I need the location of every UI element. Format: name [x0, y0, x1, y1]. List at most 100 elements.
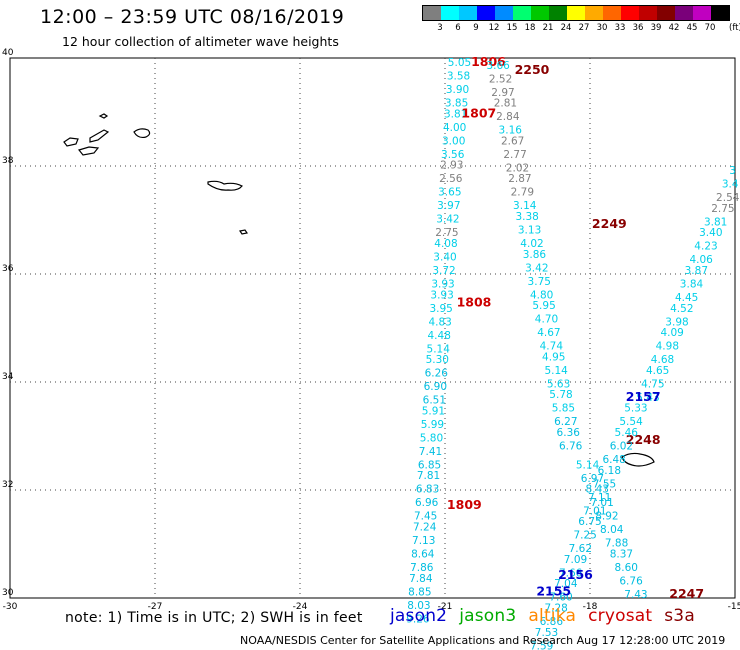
swh-value-label: 3.13	[518, 225, 541, 237]
color-scale-tick-label: 27	[578, 23, 590, 33]
swh-value-label: 6.83	[416, 484, 439, 496]
swh-value-label: 2.56	[439, 173, 463, 185]
swh-value-label: 6.36	[557, 427, 581, 439]
swh-value-label: 3.42	[525, 262, 548, 274]
color-scale-tick-label: 42	[668, 23, 680, 33]
color-scale-swatch	[441, 6, 459, 20]
swh-value-label: 4.23	[694, 241, 717, 253]
swh-value-label: 8.37	[610, 549, 633, 561]
color-scale-tick-label: 24	[560, 23, 572, 33]
swh-value-label: 5.80	[420, 432, 443, 444]
swh-value-label: 3.95	[429, 303, 452, 315]
pass-time-label: 2157	[626, 389, 661, 404]
pass-time-label: 2247	[669, 586, 704, 601]
swh-value-label: 7.66	[559, 567, 583, 579]
swh-value-label: 5.14	[544, 365, 568, 377]
swh-value-label: 3.40	[699, 227, 722, 239]
swh-value-label: 3.90	[446, 84, 469, 96]
swh-value-label: 3.4	[722, 179, 739, 191]
pass-time-label: 1807	[461, 105, 496, 120]
color-scale-swatch	[585, 6, 603, 20]
swh-value-label: 4.00	[443, 122, 466, 134]
swh-value-label: 2.75	[711, 203, 734, 215]
pass-time-label: 1809	[447, 497, 482, 512]
swh-value-label: 5.14	[576, 459, 600, 471]
swh-value-label: 5.43	[636, 392, 659, 404]
swh-value-label: 2.77	[503, 149, 526, 161]
swh-value-label: 3.97	[437, 200, 460, 212]
swh-value-label: 6.51	[423, 395, 446, 407]
swh-value-label: 2.52	[489, 73, 512, 85]
swh-value-label: 5.95	[532, 300, 555, 312]
x-tick-label: -15	[728, 602, 740, 612]
swh-value-label: 5.14	[427, 343, 451, 355]
color-scale-swatch	[675, 6, 693, 20]
color-scale-tick-label: 18	[524, 23, 536, 33]
swh-value-label: 6.75	[578, 516, 601, 528]
color-scale-swatch	[693, 6, 711, 20]
x-tick-label: -30	[3, 602, 18, 612]
color-scale-swatch	[495, 6, 513, 20]
coastline-outline	[63, 137, 79, 147]
swh-value-label: 3.42	[436, 214, 459, 226]
color-scale-tick-label: 9	[473, 23, 479, 33]
swh-value-label: 7.84	[409, 573, 433, 585]
swh-value-label: 6.18	[598, 465, 621, 477]
color-scale-swatch	[459, 6, 477, 20]
swh-value-label: 6.96	[415, 497, 439, 509]
swh-value-label: 8.92	[595, 511, 618, 523]
swh-value-label: 7.88	[605, 538, 628, 550]
color-scale-unit: (ft)	[729, 23, 740, 33]
swh-value-label: 6.76	[559, 441, 583, 453]
color-scale-swatch	[657, 6, 675, 20]
swh-value-label: 7.24	[413, 522, 437, 534]
swh-value-label: 7.09	[564, 554, 587, 566]
swh-value-label: 4.75	[641, 378, 664, 390]
color-scale-swatch	[639, 6, 657, 20]
swh-value-label: 5.91	[422, 405, 445, 417]
swh-value-label: 4.09	[660, 327, 683, 339]
color-scale-swatch	[477, 6, 495, 20]
swh-value-label: 8.60	[615, 562, 638, 574]
y-tick-label: 30	[2, 588, 14, 598]
swh-value-label: 5.54	[619, 416, 643, 428]
swh-value-label: 9.26	[406, 613, 430, 625]
swh-value-label: 6.85	[418, 459, 441, 471]
legend-item-cryosat: cryosat	[588, 606, 653, 626]
swh-value-label: 4.45	[675, 292, 698, 304]
swh-value-label: 2.67	[501, 135, 524, 147]
swh-value-label: 4.48	[428, 330, 451, 342]
swh-value-label: 2.84	[496, 111, 520, 123]
swh-value-label: 4.68	[651, 354, 674, 366]
swh-value-label: 3.98	[665, 316, 688, 328]
swh-value-label: 4.65	[646, 365, 669, 377]
coastline-outline	[77, 146, 100, 156]
swh-value-label: 2.87	[508, 173, 531, 185]
swh-value-label: 7.60	[549, 592, 572, 604]
swh-value-label: 2.75	[435, 227, 458, 239]
swh-value-label: 5.99	[421, 419, 444, 431]
swh-value-label: 3	[729, 165, 736, 177]
pass-time-label: 1808	[457, 294, 492, 309]
swh-value-label: 8.03	[407, 600, 430, 612]
swh-value-label: 6.02	[610, 441, 633, 453]
pass-time-label: 2249	[592, 216, 627, 231]
swh-value-label: 3.14	[513, 200, 537, 212]
swh-value-label: 7.04	[554, 578, 578, 590]
color-scale-swatch	[513, 6, 531, 20]
y-tick-label: 34	[2, 372, 14, 382]
swh-value-label: 7.11	[588, 492, 611, 504]
swh-value-label: 2.97	[491, 87, 514, 99]
x-tick-label: -27	[148, 602, 163, 612]
color-scale-tick-label: 12	[488, 23, 500, 33]
swh-value-label: 7.01	[583, 505, 606, 517]
color-scale-swatch	[711, 6, 729, 20]
swh-value-label: 3.81	[704, 216, 727, 228]
swh-value-label: 3.72	[432, 265, 455, 277]
footer-credit: NOAA/NESDIS Center for Satellite Applica…	[240, 634, 726, 647]
swh-value-label: 3.58	[447, 71, 470, 83]
color-scale-tick-label: 36	[632, 23, 644, 33]
swh-value-label: 6.90	[424, 381, 447, 393]
coastline-outline	[239, 229, 248, 235]
